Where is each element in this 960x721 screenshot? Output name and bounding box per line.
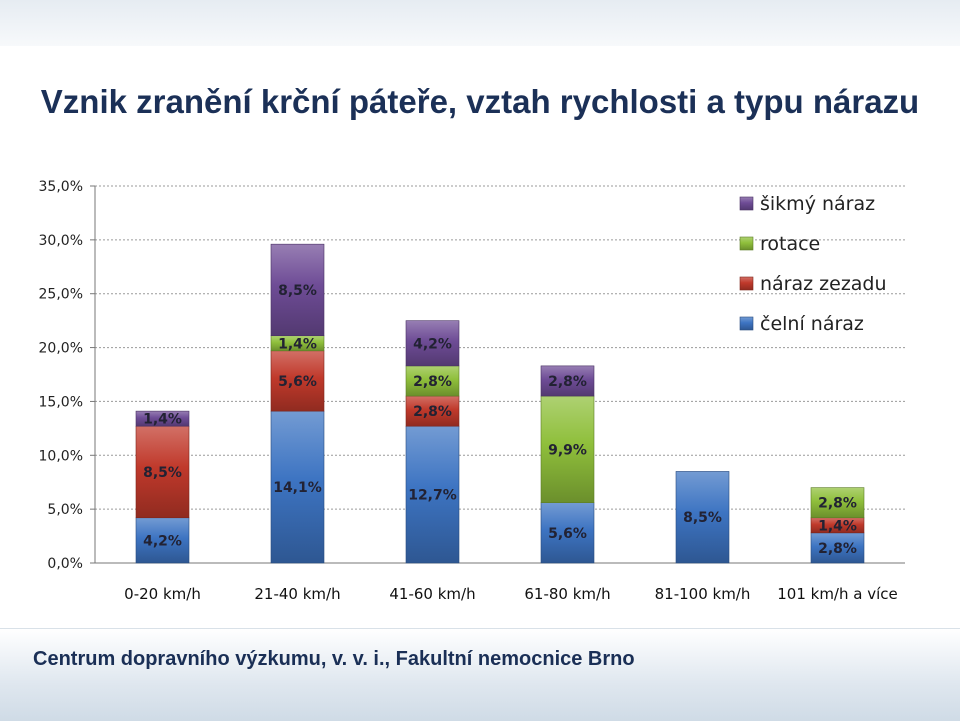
legend-label: čelní náraz [760,313,864,335]
bar-segment [270,410,325,564]
bar-segment [405,395,460,427]
data-label: 4,2% [413,336,452,352]
gridlines [95,185,905,510]
data-label: 1,4% [278,336,317,352]
data-label: 1,4% [143,412,182,428]
data-label: 5,6% [278,374,317,390]
stacked-bar-chart: 0,0% 5,0% 10,0% 15,0% 20,0% 25,0% 30,0% 35,0% 0-… [39,179,905,603]
legend-label: šikmý náraz [760,193,875,215]
bar-segment [540,502,595,564]
legend-label: náraz zezadu [760,273,887,295]
data-label: 4,2% [143,533,182,549]
data-label: 14,1% [273,480,322,496]
y-tick-label: 10,0% [39,448,83,464]
x-tick-label: 61-80 km/h [524,585,610,603]
data-label: 9,9% [548,442,587,458]
footer-band [0,628,960,721]
bar-segment [540,365,595,397]
legend-swatch [739,276,754,291]
y-tick-label: 20,0% [39,341,83,357]
x-tick-label: 0-20 km/h [124,585,201,603]
legend-swatch [739,236,754,251]
bar-segment [405,425,460,564]
x-tick-label: 101 km/h a více [777,585,898,603]
data-label: 2,8% [818,496,857,512]
x-tick-label: 41-60 km/h [389,585,475,603]
x-tick-label: 21-40 km/h [254,585,340,603]
bar-segment [270,243,325,337]
bar-segment [405,365,460,397]
bar-segment [135,425,190,519]
data-label: 1,4% [818,518,857,534]
data-label: 8,5% [278,283,317,299]
y-tick-label: 35,0% [39,179,83,195]
legend-label: rotace [760,233,820,255]
y-tick-label: 5,0% [47,502,83,518]
bar-segment [135,410,190,427]
y-tick-label: 25,0% [39,287,83,303]
data-label: 8,5% [143,465,182,481]
bar-segment [810,532,865,564]
bar-segment [270,350,325,412]
data-labels: 4,2% 8,5% 1,4% 14,1% 5,6% 1,4% 8,5% 12,7% 2,8% 2,… [143,283,857,557]
footer-credits: Centrum dopravního výzkumu, v. v. i., Fa… [33,648,635,670]
data-label: 2,8% [413,374,452,390]
bar-segment [405,320,460,367]
y-tick-label: 0,0% [47,556,83,572]
data-label: 12,7% [408,488,457,504]
legend-swatch [739,196,754,211]
data-label: 5,6% [548,526,587,542]
axes: 0,0% 5,0% 10,0% 15,0% 20,0% 25,0% 30,0% 35,0% 0-… [39,179,905,603]
y-tick-label: 30,0% [39,233,83,249]
bar-segment [810,487,865,519]
bar-segment [135,517,190,564]
data-label: 2,8% [818,541,857,557]
data-label: 8,5% [683,510,722,526]
bars [135,243,865,564]
legend: šikmý náraz rotace náraz zezadu čelní náraz [739,193,887,335]
chart-title: Vznik zranění krční páteře, vztah rychlo… [40,83,920,120]
data-label: 2,8% [548,374,587,390]
header-band [0,0,960,46]
bar-segment [675,471,730,564]
data-label: 2,8% [413,404,452,420]
y-tick-label: 15,0% [39,394,83,410]
x-tick-label: 81-100 km/h [655,585,751,603]
legend-swatch [739,316,754,331]
